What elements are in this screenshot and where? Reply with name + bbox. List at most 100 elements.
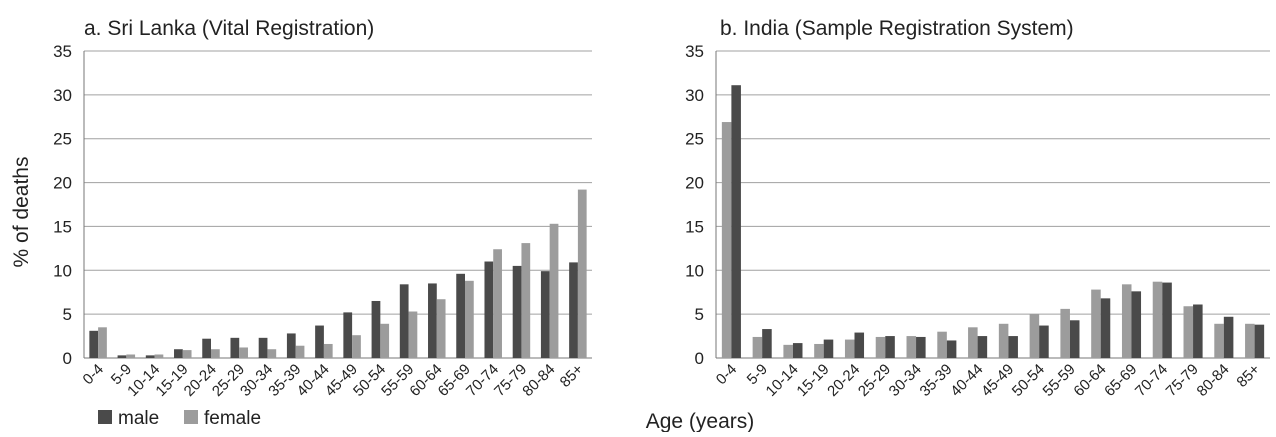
bar-male [315, 325, 324, 358]
bar-male [343, 312, 353, 358]
bar-female [906, 336, 917, 358]
x-tick-label: 75-79 [1163, 361, 1202, 400]
bar-male [1100, 298, 1111, 358]
y-tick-label: 10 [685, 261, 704, 280]
bar-female [323, 343, 333, 358]
chart-title: a. Sri Lanka (Vital Registration) [84, 17, 374, 40]
x-tick-label: 55-59 [1040, 361, 1079, 400]
bar-male [145, 355, 155, 358]
bar-male [569, 262, 578, 358]
bar-male [540, 271, 550, 358]
bar-female [1152, 281, 1163, 358]
x-tick-label: 10-14 [763, 361, 802, 400]
bar-female [752, 336, 763, 358]
bar-male [977, 336, 988, 358]
bar-male [916, 336, 926, 358]
bar-male [762, 329, 772, 358]
bar-male [885, 336, 895, 358]
bar-male [202, 338, 211, 358]
y-tick-label: 5 [695, 305, 704, 324]
x-tick-label: 45-49 [978, 361, 1017, 400]
bar-male [230, 337, 240, 358]
bar-female [267, 349, 277, 358]
y-tick-label: 30 [685, 86, 704, 105]
bar-female [783, 344, 793, 358]
bar-female [1060, 308, 1070, 358]
bar-male [117, 355, 127, 358]
y-tick-label: 10 [53, 261, 72, 280]
bar-female [1214, 323, 1224, 358]
y-tick-label: 5 [63, 305, 72, 324]
bar-male [399, 284, 409, 358]
y-tick-label: 15 [685, 217, 704, 236]
x-tick-label: 65-69 [1101, 361, 1140, 400]
bar-male [1131, 291, 1142, 358]
x-tick-label: 60-64 [1070, 361, 1109, 400]
y-tick-label: 0 [63, 349, 72, 368]
x-tick-label: 50-54 [1009, 361, 1048, 400]
bar-female [211, 349, 220, 358]
bar-male [89, 330, 99, 358]
bar-male [174, 349, 183, 358]
bar-male [484, 261, 494, 358]
chart-panel-a: a. Sri Lanka (Vital Registration) 0 5 10 15 2… [53, 17, 592, 400]
bar-female [521, 243, 531, 358]
bar-female [239, 347, 248, 358]
chart-panels: a. Sri Lanka (Vital Registration) 0 5 10 15 2… [53, 17, 1270, 400]
bar-male [1069, 320, 1080, 358]
bar-female [1183, 306, 1194, 358]
bar-male [946, 340, 957, 358]
bar-female [154, 354, 164, 358]
bar-female [875, 336, 886, 358]
x-tick-label: 0-4 [80, 361, 107, 388]
x-tick-label: 80-84 [519, 361, 558, 400]
x-tick-label: 25-29 [855, 361, 894, 400]
bar-female [577, 189, 587, 358]
bar-male [731, 85, 741, 359]
legend-swatch-male [98, 410, 112, 424]
bar-male [286, 333, 296, 358]
bar-male [854, 332, 865, 358]
bar-female [1029, 314, 1040, 358]
bar-female [937, 331, 947, 358]
bar-female [408, 311, 418, 358]
y-axis-label: % of deaths [10, 157, 33, 268]
y-tick-label: 30 [53, 86, 72, 105]
legend: male female [98, 408, 261, 429]
bar-female [844, 339, 855, 358]
bar-female [182, 350, 192, 358]
bar-female [465, 280, 474, 358]
x-tick-label: 70-74 [1132, 361, 1171, 400]
x-tick-label: 85+ [557, 361, 587, 391]
bar-male [792, 343, 803, 358]
x-tick-label: 85+ [1233, 361, 1263, 391]
x-axis-label: Age (years) [646, 410, 755, 432]
bar-male [512, 265, 522, 358]
bar-female [436, 299, 446, 358]
y-tick-label: 35 [685, 42, 704, 61]
y-tick-label: 0 [695, 349, 704, 368]
bar-female [721, 122, 732, 358]
x-tick-label: 15-19 [793, 361, 832, 400]
x-tick-label: 80-84 [1194, 361, 1233, 400]
bar-male [1193, 304, 1203, 358]
bar-male [823, 339, 834, 358]
bar-female [998, 323, 1009, 358]
legend-label-female: female [204, 408, 261, 429]
bar-female [1091, 289, 1101, 358]
x-tick-label: 35-39 [917, 361, 956, 400]
legend-swatch-female [184, 410, 198, 424]
bar-female [295, 345, 305, 358]
bar-female [380, 323, 390, 358]
bar-female [352, 335, 361, 358]
x-tick-label: 0-4 [713, 361, 740, 388]
bar-male [258, 337, 268, 358]
bar-male [1008, 336, 1018, 358]
bar-female [1121, 284, 1132, 358]
bar-male [1039, 325, 1049, 358]
bar-female [968, 327, 978, 358]
bar-male [1162, 282, 1172, 358]
bar-female [98, 327, 107, 358]
chart-panel-b: b. India (Sample Registration System) 0 5 1… [685, 17, 1270, 400]
